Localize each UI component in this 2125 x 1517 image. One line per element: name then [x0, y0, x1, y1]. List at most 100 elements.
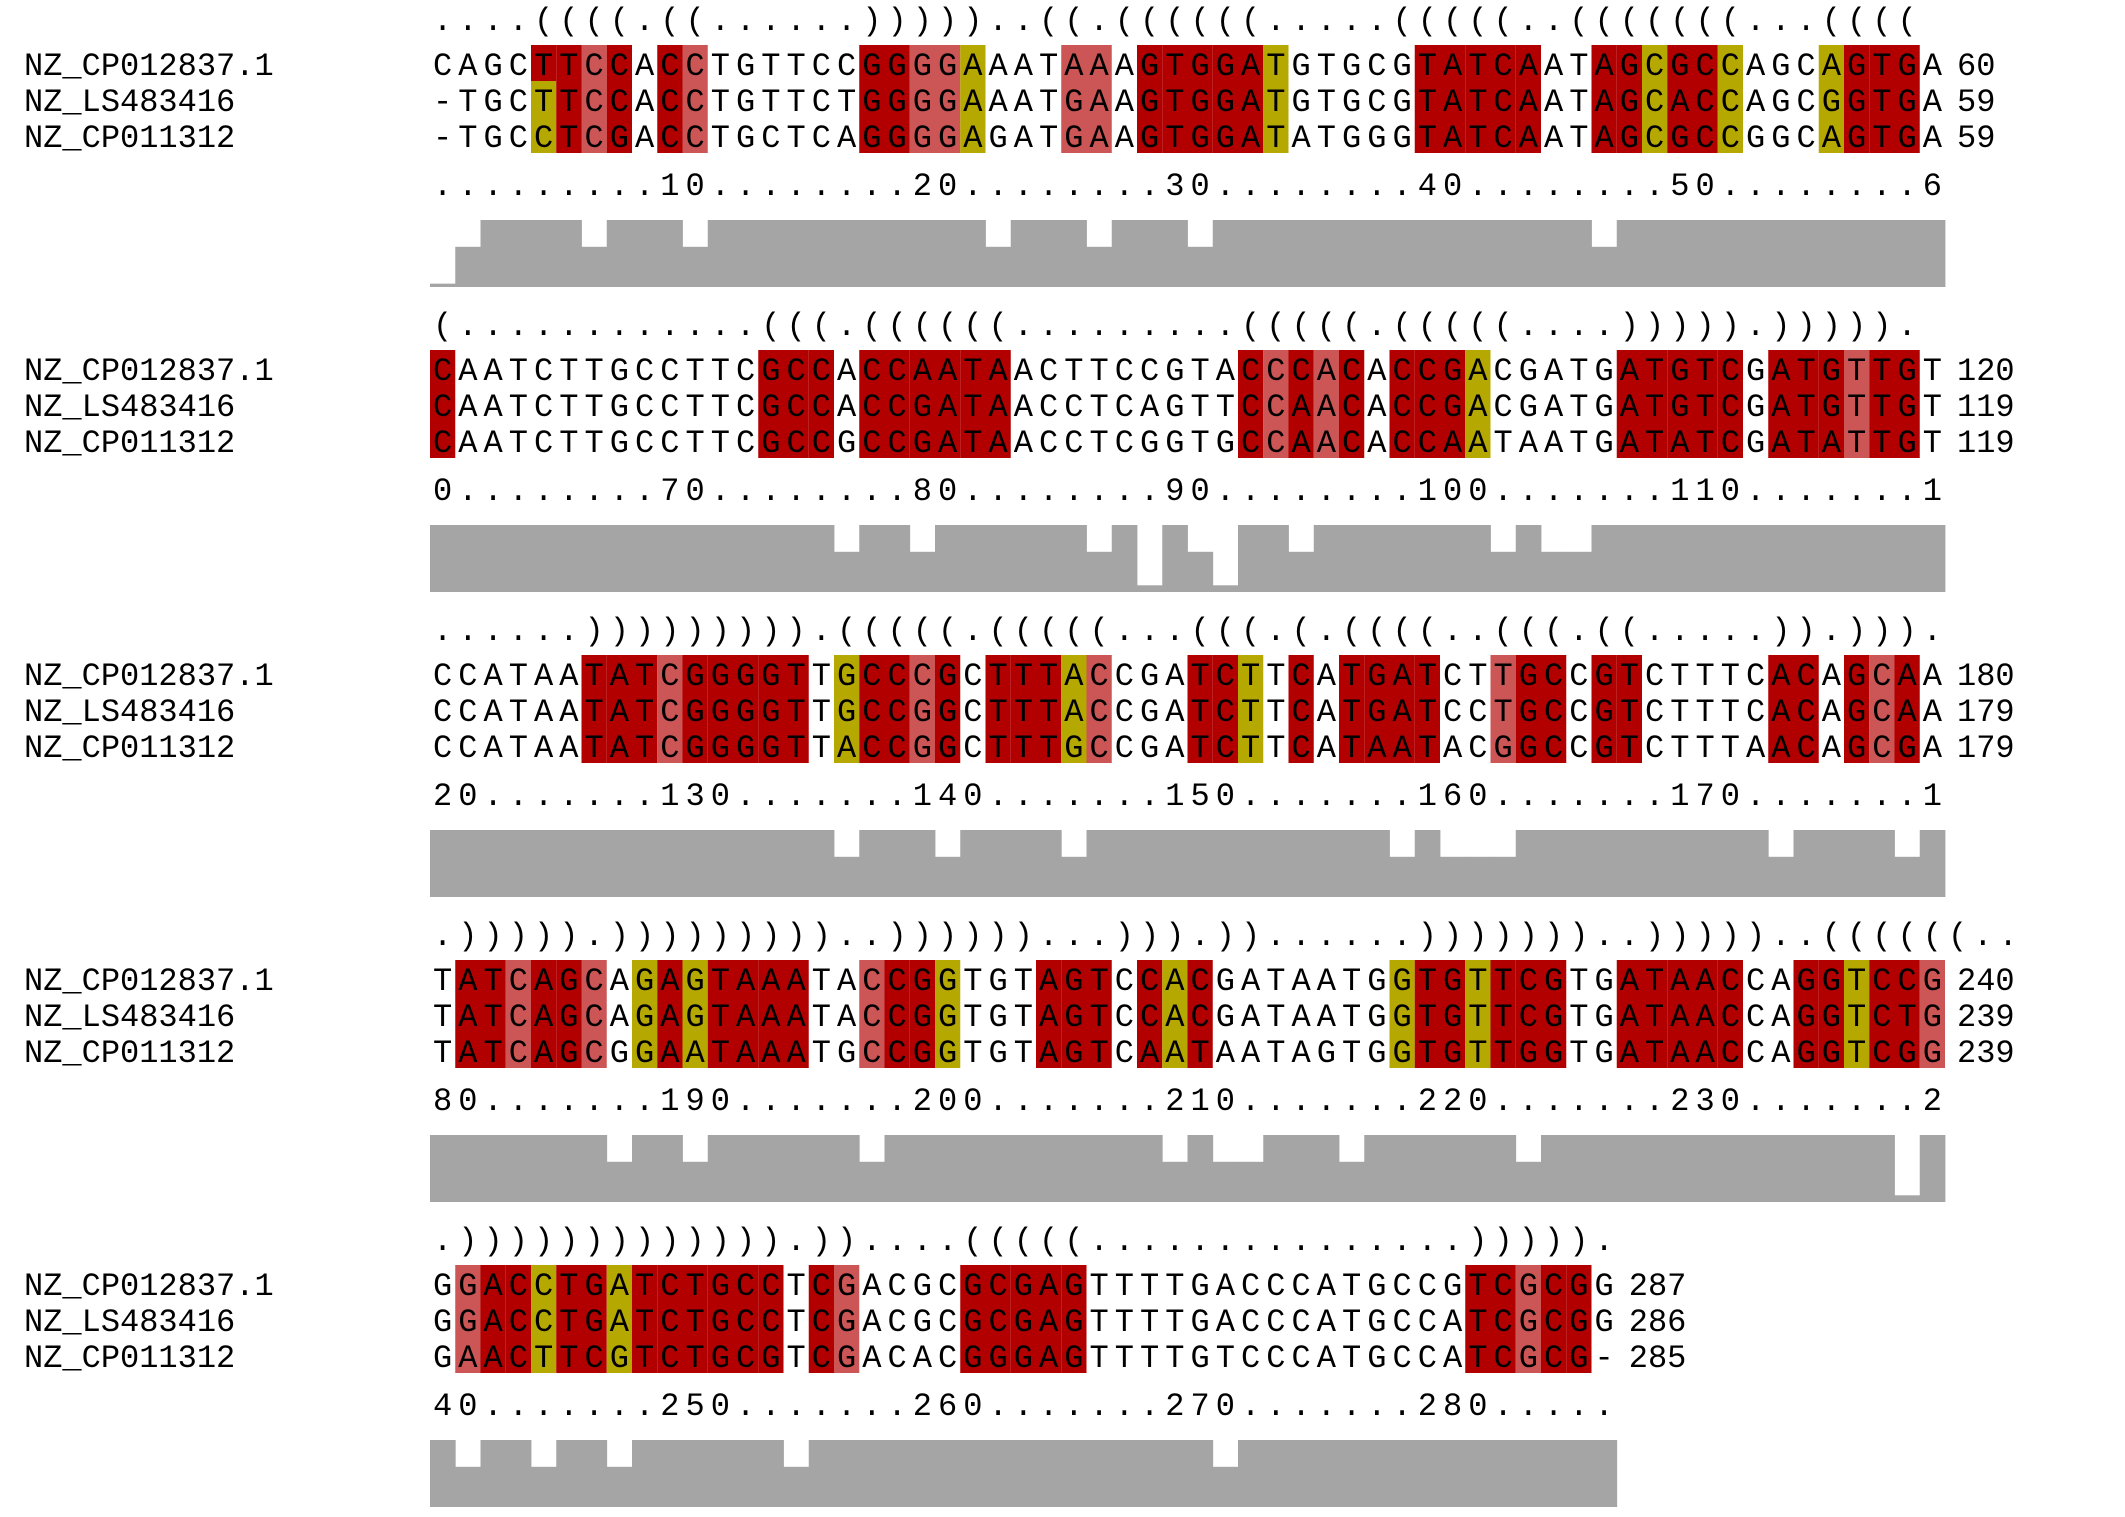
conservation-bar [1389, 525, 1416, 592]
position-ruler-char: . [1292, 778, 1311, 815]
sequence-residues-char: A [1014, 120, 1034, 157]
position-ruler-char: . [1620, 1083, 1639, 1120]
position-ruler-char: . [534, 1388, 553, 1425]
sequence-residues-char: G [1191, 1340, 1210, 1377]
pair-shade-cell [1717, 45, 1743, 81]
structure-line-char: ) [761, 1223, 780, 1260]
pair-shade-cell [985, 655, 1011, 691]
conservation-bar [733, 1135, 759, 1202]
structure-line-char: ) [1696, 918, 1715, 955]
pair-shade-cell [1061, 691, 1087, 727]
sequence-residues-char: G [1014, 1304, 1033, 1341]
sequence-row: NZ_CP011312- T G C C T C G A C C T G C T C A G G G G A G A T G A A G… [24, 120, 1995, 157]
sequence-residues-char: G [1746, 353, 1765, 390]
sequence-residues-char: G [559, 1035, 578, 1072]
sequence-residues-char: T [989, 658, 1008, 695]
pair-shade-cell [657, 45, 683, 81]
sequence-residues-char: G [1064, 120, 1083, 157]
position-ruler-char: 0 [458, 1083, 477, 1120]
sequence-residues-char: T [1468, 658, 1487, 695]
sequence-residues-char: A [1317, 1340, 1337, 1377]
structure-line-char: . [812, 3, 831, 40]
structure-line-char: ) [711, 613, 730, 650]
sequence-residues-char: G [1595, 1035, 1614, 1072]
position-ruler-char: . [509, 778, 528, 815]
sequence-residues-char: C [1115, 730, 1134, 767]
pair-shade-cell [808, 350, 834, 386]
pair-shade-cell [1793, 386, 1819, 422]
sequence-residues-char: G [963, 1340, 982, 1377]
sequence-residues-char: G [1140, 658, 1159, 695]
pair-shade-cell [1288, 350, 1314, 386]
structure-line-char: ( [1039, 1223, 1058, 1260]
position-ruler-char: 1 [1418, 473, 1437, 510]
structure-line-char: ) [862, 3, 881, 40]
position-ruler-char: . [888, 1083, 907, 1120]
pair-shade-cell [455, 996, 481, 1032]
structure-line-char: . [1317, 918, 1336, 955]
sequence-residues-char: G [1620, 120, 1639, 157]
position-ruler-char: . [1266, 1388, 1285, 1425]
structure-line-char: ) [1569, 1223, 1588, 1260]
sequence-residues-char: A [1923, 48, 1943, 85]
pair-shade-cell [1162, 996, 1188, 1032]
pair-shade-cell [1339, 422, 1365, 458]
structure-line-char: ) [1014, 918, 1033, 955]
sequence-residues-char: C [686, 120, 705, 157]
conservation-bar [682, 830, 709, 897]
pair-shade-cell [1238, 422, 1264, 458]
position-ruler-char: . [1544, 168, 1563, 205]
pairing-shading [455, 1265, 1592, 1373]
sequence-residues-char: C [1216, 730, 1235, 767]
sequence-residues-char: T [1670, 658, 1689, 695]
sequence-residues-char: A [989, 84, 1009, 121]
position-ruler-char: . [1468, 168, 1487, 205]
conservation-bar [859, 830, 885, 897]
structure-line-char: . [1746, 3, 1765, 40]
pair-shade-cell [1591, 727, 1617, 763]
pair-shade-cell [1642, 350, 1668, 386]
conservation-bar [1263, 1135, 1289, 1202]
structure-line-char: ( [1443, 3, 1462, 40]
pair-shade-cell [1238, 386, 1264, 422]
sequence-name: NZ_CP012837.1 [24, 658, 274, 695]
sequence-residues-char: T [1191, 353, 1210, 390]
pair-shade-cell [1818, 960, 1844, 996]
conservation-bar [556, 220, 582, 287]
pair-shade-cell [859, 960, 885, 996]
sequence-residues-char: G [1898, 48, 1917, 85]
structure-line-char: ( [1342, 308, 1361, 345]
sequence-residues-char: T [1342, 1304, 1361, 1341]
structure-line-char: . [686, 308, 705, 345]
sequence-residues-char: G [433, 1340, 452, 1377]
sequence-residues-char: A [837, 353, 857, 390]
structure-line-char: . [1721, 613, 1740, 650]
sequence-residues-char: A [1443, 48, 1463, 85]
sequence-residues-char: G [1393, 84, 1412, 121]
conservation-bar [783, 525, 810, 592]
position-ruler-char: . [1872, 1083, 1891, 1120]
sequence-residues-char: G [1847, 120, 1866, 157]
position-ruler-char: . [1115, 1388, 1134, 1425]
sequence-residues-char: A [1090, 48, 1110, 85]
conservation-bar [859, 525, 885, 592]
pair-shade-cell [1490, 1032, 1516, 1068]
pair-shade-cell [682, 727, 708, 763]
position-ruler-char: . [458, 473, 477, 510]
sequence-residues-char: G [761, 694, 780, 731]
sequence-residues-char: A [1544, 353, 1564, 390]
pair-shade-cell [1036, 727, 1062, 763]
position-ruler-char: . [433, 168, 452, 205]
sequence-name: NZ_CP012837.1 [24, 1268, 274, 1305]
conservation-bar [733, 1440, 759, 1507]
conservation-bar [1566, 830, 1592, 897]
position-ruler-char: . [888, 473, 907, 510]
pair-shade-cell [682, 45, 708, 81]
pair-shade-cell [1187, 1032, 1213, 1068]
pair-shade-cell [531, 1032, 557, 1068]
sequence-residues-char: C [989, 1304, 1008, 1341]
sequence-residues-char: C [1241, 1340, 1260, 1377]
sequence-residues-char: G [1670, 353, 1689, 390]
position-ruler-char: . [1620, 778, 1639, 815]
